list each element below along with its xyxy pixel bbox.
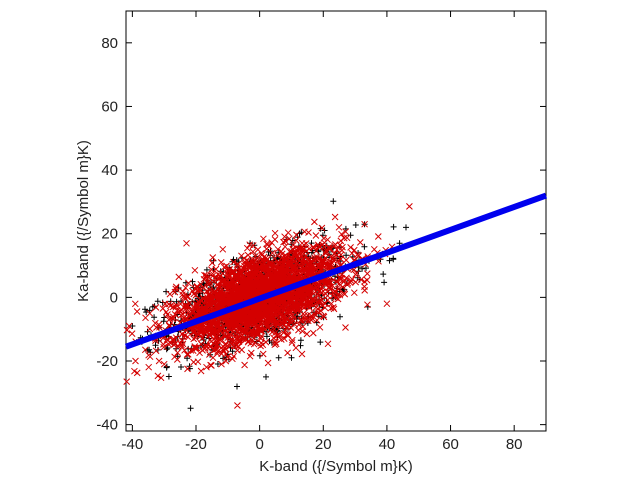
plot-frame	[125, 10, 547, 432]
x-axis-label: K-band ({/Symbol m}K)	[259, 458, 412, 475]
x-tick-label: 60	[442, 436, 459, 453]
x-tick-label: 0	[255, 436, 263, 453]
series-red-cross	[123, 203, 413, 409]
x-tick-label: -20	[185, 436, 207, 453]
x-tick-label: -40	[122, 436, 144, 453]
y-tick-label: 60	[101, 98, 118, 115]
y-tick-label: 0	[110, 289, 118, 306]
tick-labels: -40 -20 0 20 40 60 80 -40 -20 0 20 40 60 80	[96, 35, 522, 453]
y-tick-label: 40	[101, 162, 118, 179]
cross-markers	[123, 203, 413, 409]
y-tick-label: -40	[96, 417, 118, 434]
y-tick-label: 20	[101, 226, 118, 243]
axis-ticks	[126, 11, 546, 431]
y-axis-label: Ka-band ({/Symbol m}K)	[75, 140, 92, 302]
y-tick-label: 80	[101, 35, 118, 52]
x-tick-label: 80	[506, 436, 523, 453]
series-blue-fit-line	[124, 192, 548, 350]
x-tick-label: 40	[379, 436, 396, 453]
x-tick-label: 20	[315, 436, 332, 453]
y-tick-label: -20	[96, 353, 118, 370]
fit-line	[124, 192, 548, 350]
